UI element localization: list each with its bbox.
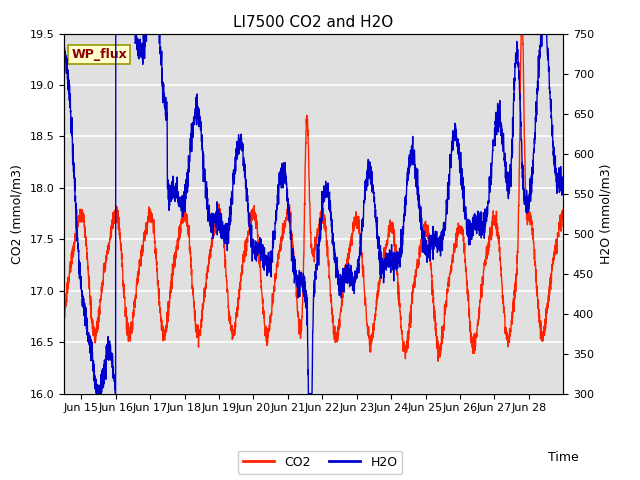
Title: LI7500 CO2 and H2O: LI7500 CO2 and H2O <box>234 15 394 30</box>
Y-axis label: H2O (mmol/m3): H2O (mmol/m3) <box>600 163 612 264</box>
Text: Time: Time <box>548 451 579 464</box>
Text: WP_flux: WP_flux <box>72 48 127 61</box>
Y-axis label: CO2 (mmol/m3): CO2 (mmol/m3) <box>11 164 24 264</box>
Legend: CO2, H2O: CO2, H2O <box>237 451 403 474</box>
